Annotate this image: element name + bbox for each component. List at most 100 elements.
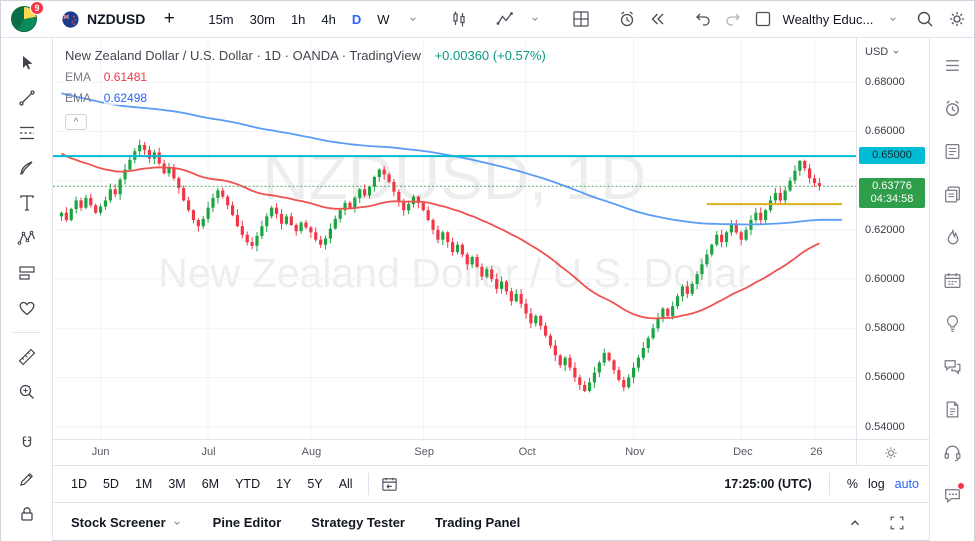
time-axis-label: Dec bbox=[733, 446, 753, 458]
drawing-mode-button[interactable] bbox=[10, 464, 44, 494]
cursor-tool-button[interactable] bbox=[10, 48, 44, 78]
alerts-button[interactable] bbox=[937, 93, 967, 123]
indicator-row-ema-1[interactable]: EMA 0.61481 bbox=[65, 70, 546, 84]
chevron-down-icon bbox=[529, 13, 541, 25]
interval-30m-button[interactable]: 30m bbox=[249, 11, 275, 27]
interval-15m-button[interactable]: 15m bbox=[208, 11, 234, 27]
help-center-button[interactable] bbox=[937, 437, 967, 467]
trend-line-icon bbox=[17, 88, 37, 108]
magnet-mode-button[interactable] bbox=[10, 429, 44, 459]
tab-pine-editor[interactable]: Pine Editor bbox=[213, 515, 282, 530]
economic-calendar-button[interactable] bbox=[937, 265, 967, 295]
indicators-menu-button[interactable] bbox=[521, 4, 549, 34]
fib-retracement-tool-button[interactable] bbox=[10, 118, 44, 148]
quick-search-button[interactable] bbox=[911, 4, 939, 34]
layout-grid-button[interactable] bbox=[567, 4, 595, 34]
text-tool-button[interactable] bbox=[10, 188, 44, 218]
panel-expand-button[interactable] bbox=[841, 508, 869, 538]
notes-icon bbox=[942, 184, 963, 205]
auto-scale-button[interactable]: auto bbox=[894, 477, 919, 491]
ideas-stream-button[interactable] bbox=[937, 394, 967, 424]
go-to-date-button[interactable] bbox=[376, 469, 404, 499]
symbol-description[interactable]: New Zealand Dollar / U.S. Dollar · 1D · … bbox=[65, 48, 421, 63]
log-scale-button[interactable]: log bbox=[867, 477, 885, 491]
layout-name[interactable]: Wealthy Educ... bbox=[782, 11, 874, 27]
tab-trading-panel[interactable]: Trading Panel bbox=[435, 515, 520, 530]
user-menu-button[interactable]: 9 bbox=[11, 1, 44, 32]
price-scale-currency-button[interactable]: USD bbox=[865, 46, 901, 58]
legend-title-row[interactable]: New Zealand Dollar / U.S. Dollar · 1D · … bbox=[65, 48, 546, 63]
range-6m-button[interactable]: 6M bbox=[201, 477, 220, 491]
favorites-button[interactable] bbox=[10, 293, 44, 323]
range-3m-button[interactable]: 3M bbox=[168, 477, 186, 491]
legend-collapse-button[interactable]: ^ bbox=[65, 114, 87, 130]
support-chat-button[interactable] bbox=[937, 480, 967, 510]
redo-button[interactable] bbox=[719, 4, 747, 34]
position-tool-button[interactable] bbox=[10, 258, 44, 288]
undo-button[interactable] bbox=[689, 4, 717, 34]
text-notes-button[interactable] bbox=[937, 179, 967, 209]
cursor-icon bbox=[17, 53, 37, 73]
top-toolbar: 9 NZDUSD + 15m 30m 1h 4h D W bbox=[1, 1, 974, 38]
news-button[interactable] bbox=[937, 136, 967, 166]
main-area: NZDUSD, 1D New Zealand Dollar / U.S. Dol… bbox=[1, 38, 974, 541]
chats-button[interactable] bbox=[937, 351, 967, 381]
compare-add-symbol-button[interactable]: + bbox=[155, 4, 183, 34]
replay-rewind-icon bbox=[647, 9, 667, 29]
trend-line-tool-button[interactable] bbox=[10, 83, 44, 113]
bar-replay-button[interactable] bbox=[643, 4, 671, 34]
indicator-row-ema-2[interactable]: EMA 0.62498 bbox=[65, 91, 546, 105]
time-axis-label: Nov bbox=[625, 446, 645, 458]
chevron-down-icon bbox=[891, 47, 901, 57]
range-ytd-button[interactable]: YTD bbox=[235, 477, 261, 491]
clock-utc[interactable]: 17:25:00 (UTC) bbox=[724, 477, 812, 491]
ruler-icon bbox=[17, 347, 37, 367]
lock-drawings-button[interactable] bbox=[10, 499, 44, 529]
interval-1d-button[interactable]: D bbox=[351, 11, 362, 27]
toolbar-divider bbox=[12, 332, 41, 333]
tab-stock-screener[interactable]: Stock Screener bbox=[71, 515, 183, 530]
tab-label: Trading Panel bbox=[434, 515, 521, 530]
time-scale[interactable]: Jun Jul Aug Sep Oct Nov Dec 26 bbox=[53, 440, 856, 465]
last-price: 0.63776 bbox=[872, 180, 912, 193]
range-5d-button[interactable]: 5D bbox=[102, 477, 119, 491]
save-layout-button[interactable] bbox=[749, 4, 777, 34]
interval-4h-button[interactable]: 4h bbox=[321, 11, 336, 27]
chevron-up-glyph: ^ bbox=[73, 116, 79, 128]
range-1d-button[interactable]: 1D bbox=[71, 477, 87, 491]
symbol-search-button[interactable]: NZDUSD bbox=[53, 6, 153, 33]
drawing-toolbar bbox=[1, 38, 53, 541]
chart-column: NZDUSD, 1D New Zealand Dollar / U.S. Dol… bbox=[53, 38, 929, 541]
interval-1h-button[interactable]: 1h bbox=[290, 11, 306, 27]
layout-menu-button[interactable] bbox=[879, 4, 907, 34]
time-axis-label: Jun bbox=[91, 446, 110, 458]
notification-count-badge: 9 bbox=[30, 1, 44, 15]
range-5y-button[interactable]: 5Y bbox=[307, 477, 323, 491]
indicators-button[interactable] bbox=[491, 4, 519, 34]
range-1y-button[interactable]: 1Y bbox=[276, 477, 292, 491]
brush-tool-button[interactable] bbox=[10, 153, 44, 183]
pattern-tool-button[interactable] bbox=[10, 223, 44, 253]
percent-scale-button[interactable]: % bbox=[846, 477, 858, 491]
panel-fullscreen-button[interactable] bbox=[883, 508, 911, 538]
interval-1w-button[interactable]: W bbox=[377, 11, 390, 27]
my-ideas-button[interactable] bbox=[937, 308, 967, 338]
range-all-button[interactable]: All bbox=[338, 477, 353, 491]
chart-style-button[interactable] bbox=[445, 4, 473, 34]
axis-settings-corner[interactable] bbox=[856, 440, 929, 465]
watchlist-button[interactable] bbox=[937, 50, 967, 80]
range-1m-button[interactable]: 1M bbox=[134, 477, 153, 491]
hotlists-button[interactable] bbox=[937, 222, 967, 252]
candlestick-chart[interactable] bbox=[53, 38, 856, 439]
price-scale[interactable]: USD 0.65000 0.63776 04:34:58 0.68000 0.66… bbox=[856, 38, 929, 439]
measure-tool-button[interactable] bbox=[10, 342, 44, 372]
gear-icon bbox=[947, 9, 967, 29]
create-alert-button[interactable] bbox=[613, 4, 641, 34]
chart-settings-button[interactable] bbox=[943, 4, 971, 34]
news-icon bbox=[942, 141, 963, 162]
zoom-in-tool-button[interactable] bbox=[10, 377, 44, 407]
tab-strategy-tester[interactable]: Strategy Tester bbox=[311, 515, 405, 530]
chart-plot[interactable]: NZDUSD, 1D New Zealand Dollar / U.S. Dol… bbox=[53, 38, 856, 439]
interval-menu-button[interactable] bbox=[399, 4, 427, 34]
currency-label: USD bbox=[865, 46, 889, 58]
